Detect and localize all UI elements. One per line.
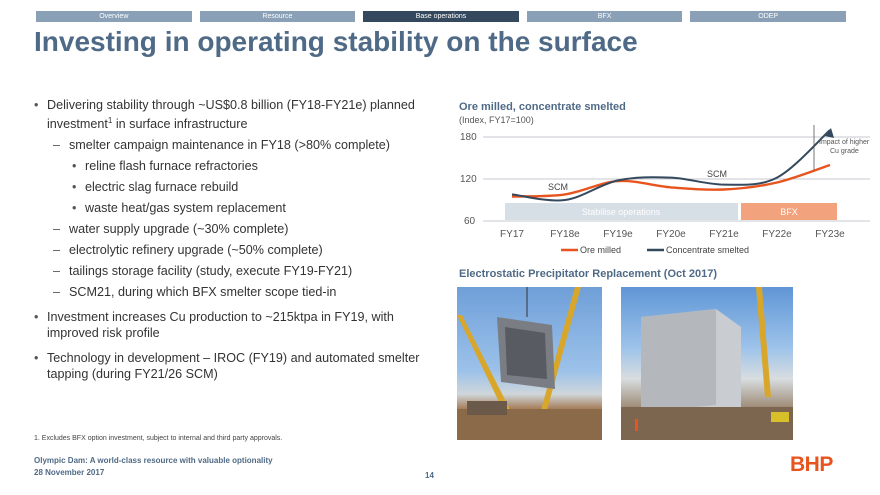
ore-concentrate-chart: Stabilise operations BFX 180 120 60 SCM … — [460, 125, 870, 255]
x-tick-labels: FY17 FY18e FY19e FY20e FY21e FY22e FY23e — [500, 229, 845, 240]
tab-resource[interactable]: Resource — [199, 11, 356, 22]
annotation-scm-2: SCM — [707, 169, 727, 179]
band-stabilise-label: Stabilise operations — [582, 207, 661, 217]
tab-odep[interactable]: ODEP — [690, 11, 846, 22]
annotation-impact-line1: Impact of higher — [819, 139, 870, 146]
xtick-fy17: FY17 — [500, 229, 524, 240]
xtick-fy18e: FY18e — [550, 229, 580, 240]
esp-photo-installed-illustration — [621, 287, 793, 440]
bullet-waste-heat: waste heat/gas system replacement — [34, 200, 434, 216]
page-title: Investing in operating stability on the … — [34, 26, 638, 57]
bullet-slag-furnace: electric slag furnace rebuild — [34, 179, 434, 195]
bullet-smelter-campaign: smelter campaign maintenance in FY18 (>8… — [34, 137, 434, 153]
esp-photo-lift — [457, 287, 602, 440]
annotation-scm-1: SCM — [548, 182, 568, 192]
esp-title: Electrostatic Precipitator Replacement (… — [459, 268, 717, 280]
bullet-stability-text: Delivering stability through ~US$0.8 bil… — [47, 98, 415, 132]
xtick-fy20e: FY20e — [656, 229, 686, 240]
ytick-180: 180 — [460, 132, 477, 143]
bullet-scm21: SCM21, during which BFX smelter scope ti… — [34, 284, 434, 300]
xtick-fy22e: FY22e — [762, 229, 792, 240]
band-stabilise — [505, 203, 738, 220]
footer: Olympic Dam: A world-class resource with… — [34, 455, 273, 479]
series-concentrate-smelted-line — [511, 129, 831, 202]
footnote-ref: 1 — [107, 116, 113, 125]
bullet-reline: reline flash furnace refractories — [34, 158, 434, 174]
bullet-refinery: electrolytic refinery upgrade (~50% comp… — [34, 242, 434, 258]
xtick-fy21e: FY21e — [709, 229, 739, 240]
footer-date: 28 November 2017 — [34, 468, 105, 477]
footnote: 1. Excludes BFX option investment, subje… — [34, 435, 283, 442]
bullet-cu-production: Investment increases Cu production to ~2… — [34, 309, 434, 341]
ytick-120: 120 — [460, 174, 477, 185]
page-number: 14 — [425, 471, 434, 480]
bullet-list: Delivering stability through ~US$0.8 bil… — [34, 97, 434, 387]
xtick-fy19e: FY19e — [603, 229, 633, 240]
section-tabs: Overview Resource Base operations BFX OD… — [36, 11, 846, 22]
bullet-technology: Technology in development – IROC (FY19) … — [34, 350, 434, 382]
concentrate-arrow-head — [825, 128, 834, 138]
series-ore-milled-line — [511, 163, 831, 198]
bhp-logo: BHP — [790, 453, 833, 476]
ytick-60: 60 — [464, 216, 476, 227]
legend-ore-label: Ore milled — [580, 245, 621, 255]
tab-base-operations[interactable]: Base operations — [363, 11, 519, 22]
legend-conc-label: Concentrate smelted — [666, 245, 749, 255]
band-bfx-label: BFX — [780, 207, 798, 217]
chart-subtitle: (Index, FY17=100) — [459, 115, 534, 125]
tab-overview[interactable]: Overview — [36, 11, 192, 22]
bullet-tailings: tailings storage facility (study, execut… — [34, 263, 434, 279]
xtick-fy23e: FY23e — [815, 229, 845, 240]
bullet-stability: Delivering stability through ~US$0.8 bil… — [34, 97, 434, 132]
esp-photo-installed — [621, 287, 793, 440]
footer-subtitle: Olympic Dam: A world-class resource with… — [34, 456, 273, 465]
bullet-stability-tail: in surface infrastructure — [112, 117, 248, 132]
bullet-water-supply: water supply upgrade (~30% complete) — [34, 221, 434, 237]
band-bfx — [741, 203, 837, 220]
esp-photo-lift-illustration — [457, 287, 602, 440]
chart-title: Ore milled, concentrate smelted — [459, 101, 626, 113]
tab-bfx[interactable]: BFX — [526, 11, 683, 22]
annotation-impact-line2: Cu grade — [830, 148, 859, 155]
